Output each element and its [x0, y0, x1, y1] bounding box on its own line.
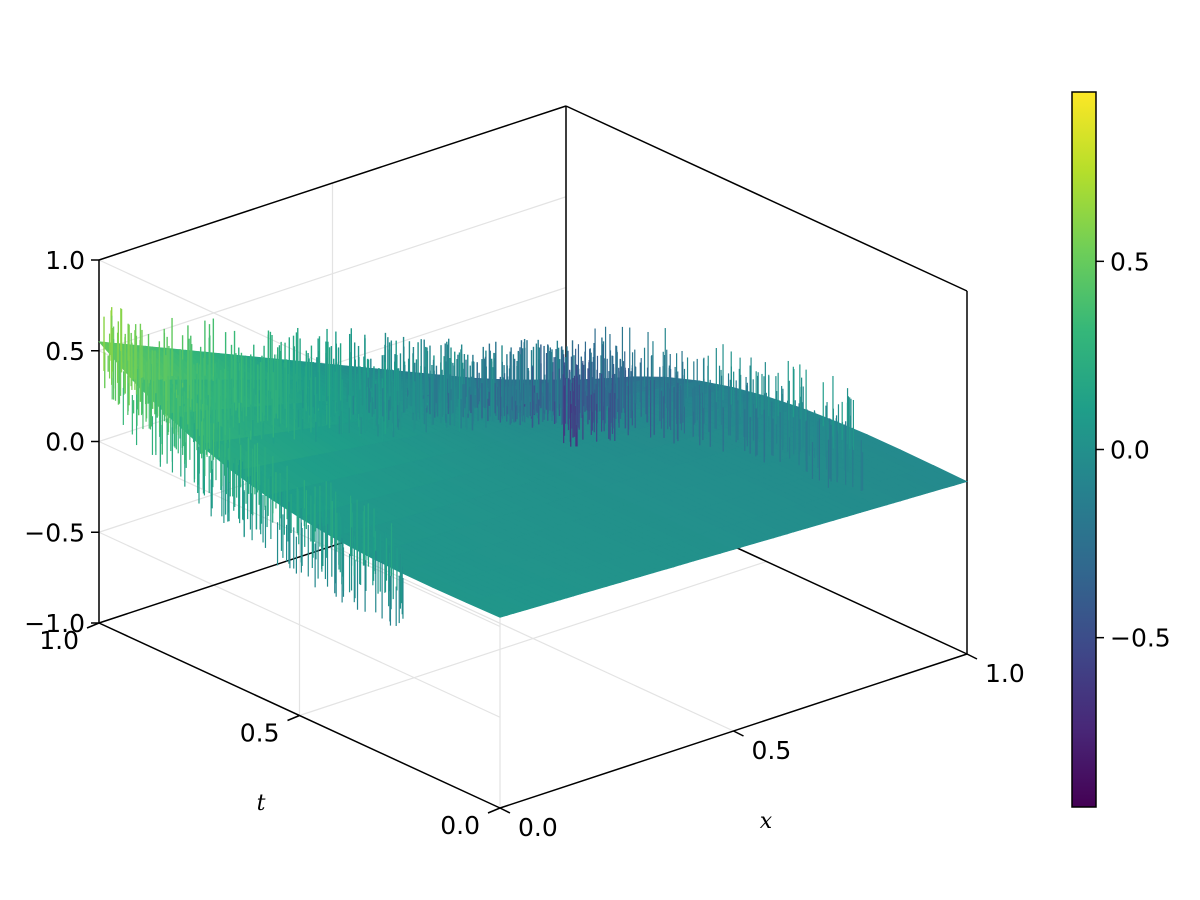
colorbar-tick-label: 0.5: [1110, 247, 1150, 276]
axis-edge: [565, 105, 968, 292]
t-tick-label: 1.0: [39, 626, 79, 655]
colorbar: −0.5 0.0 0.5: [1071, 91, 1171, 808]
z-tick-label: 1.0: [45, 246, 85, 275]
x-tick-label: 0.0: [518, 813, 558, 842]
axis-edge: [98, 105, 567, 261]
t-tick: [86, 622, 100, 629]
axis-ticks: 0.00.51.00.00.51.0−1.0−0.50.00.51.0: [24, 246, 1024, 842]
z-tick-label: −1.0: [24, 609, 85, 638]
colorbar-ticks: −0.5 0.0 0.5: [1096, 247, 1171, 653]
x-tick: [733, 730, 744, 737]
surface-patch: [926, 465, 968, 484]
colorbar-tick-label: 0.0: [1110, 436, 1150, 465]
grid-line: [98, 531, 501, 718]
grid-line: [299, 560, 767, 717]
colorbar-gradient: [1071, 91, 1097, 808]
x-tick: [499, 807, 511, 814]
t-tick: [287, 714, 300, 722]
t-tick: [487, 807, 501, 814]
x-tick-label: 0.5: [752, 736, 792, 765]
x-tick-label: 1.0: [985, 659, 1025, 688]
t-tick-label: 0.5: [240, 719, 280, 748]
z-tick-label: 0.0: [45, 428, 85, 457]
z-tick-label: −0.5: [24, 518, 85, 547]
grid-line: [98, 196, 567, 352]
surface: [98, 307, 968, 626]
z-tick-label: 0.5: [45, 337, 85, 366]
x-tick: [966, 653, 978, 660]
t-axis-label: t: [257, 791, 266, 816]
colorbar-tick-label: −0.5: [1110, 624, 1171, 653]
grid-line: [98, 440, 501, 628]
x-axis-label: x: [760, 809, 773, 834]
t-tick-label: 0.0: [440, 811, 480, 840]
